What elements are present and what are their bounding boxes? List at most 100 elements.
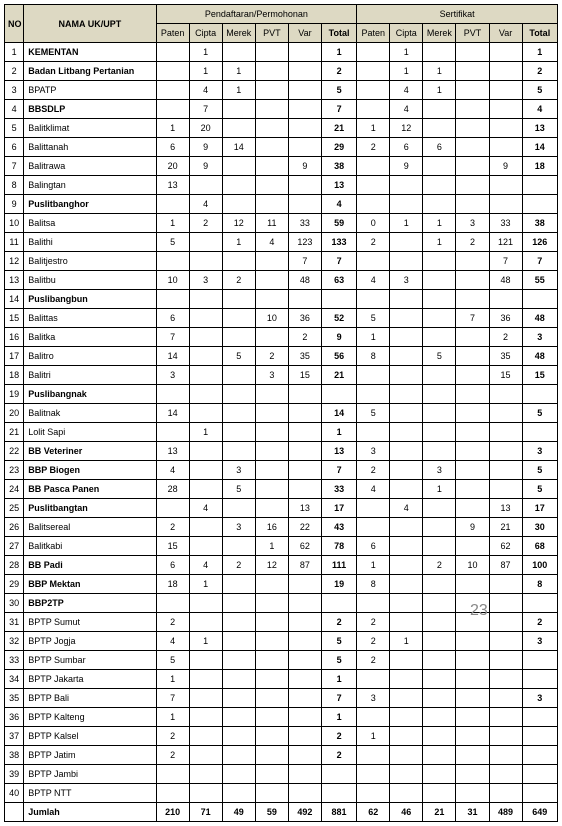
cell-value: 14 bbox=[222, 138, 255, 157]
cell-value bbox=[222, 119, 255, 138]
table-row: 23BBP Biogen437235 bbox=[5, 461, 558, 480]
cell-value: 123 bbox=[288, 233, 321, 252]
cell-value: 2 bbox=[456, 233, 489, 252]
cell-value: 1 bbox=[189, 575, 222, 594]
cell-value: 7 bbox=[522, 252, 557, 271]
cell-value bbox=[489, 100, 522, 119]
cell-value bbox=[357, 100, 390, 119]
cell-value bbox=[456, 43, 489, 62]
cell-value bbox=[423, 632, 456, 651]
cell-value bbox=[489, 651, 522, 670]
cell-value bbox=[489, 746, 522, 765]
cell-value bbox=[489, 423, 522, 442]
cell-value bbox=[489, 765, 522, 784]
table-row: 21Lolit Sapi11 bbox=[5, 423, 558, 442]
cell-name: BPTP Jogja bbox=[24, 632, 156, 651]
cell-value: 18 bbox=[156, 575, 189, 594]
cell-value bbox=[288, 480, 321, 499]
cell-value: 5 bbox=[522, 81, 557, 100]
cell-no: 20 bbox=[5, 404, 24, 423]
cell-value: 3 bbox=[255, 366, 288, 385]
subheader: Cipta bbox=[390, 24, 423, 43]
cell-value bbox=[189, 746, 222, 765]
table-row: 14Puslibangbun bbox=[5, 290, 558, 309]
cell-value: 2 bbox=[255, 347, 288, 366]
cell-value bbox=[189, 651, 222, 670]
cell-value: 7 bbox=[288, 252, 321, 271]
cell-value bbox=[156, 594, 189, 613]
cell-value: 19 bbox=[321, 575, 356, 594]
cell-name: Puslibangnak bbox=[24, 385, 156, 404]
cell-value: 14 bbox=[522, 138, 557, 157]
cell-value bbox=[189, 404, 222, 423]
cell-value: 6 bbox=[156, 556, 189, 575]
cell-value bbox=[255, 708, 288, 727]
cell-value: 15 bbox=[288, 366, 321, 385]
cell-value bbox=[255, 651, 288, 670]
cell-value: 17 bbox=[522, 499, 557, 518]
cell-value: 133 bbox=[321, 233, 356, 252]
cell-value: 10 bbox=[156, 271, 189, 290]
table-row: 16Balitka729123 bbox=[5, 328, 558, 347]
cell-value bbox=[456, 575, 489, 594]
cell-value: 9 bbox=[288, 157, 321, 176]
cell-no: 10 bbox=[5, 214, 24, 233]
table-row: 1KEMENTAN1111 bbox=[5, 43, 558, 62]
cell-value bbox=[489, 727, 522, 746]
subheader: Cipta bbox=[189, 24, 222, 43]
cell-value: 15 bbox=[156, 537, 189, 556]
cell-value bbox=[456, 271, 489, 290]
cell-value: 3 bbox=[189, 271, 222, 290]
cell-value bbox=[222, 746, 255, 765]
cell-value bbox=[255, 119, 288, 138]
cell-value bbox=[255, 100, 288, 119]
cell-no: 29 bbox=[5, 575, 24, 594]
subheader: Var bbox=[288, 24, 321, 43]
cell-value bbox=[288, 404, 321, 423]
cell-value: 22 bbox=[288, 518, 321, 537]
cell-value: 7 bbox=[156, 689, 189, 708]
cell-value: 5 bbox=[321, 632, 356, 651]
cell-value: 1 bbox=[423, 214, 456, 233]
cell-value: 2 bbox=[156, 746, 189, 765]
cell-no: 30 bbox=[5, 594, 24, 613]
cell-value bbox=[456, 708, 489, 727]
cell-value bbox=[423, 252, 456, 271]
cell-no: 34 bbox=[5, 670, 24, 689]
cell-value: 4 bbox=[189, 499, 222, 518]
cell-value bbox=[456, 328, 489, 347]
cell-value: 30 bbox=[522, 518, 557, 537]
table-row: 26Balitsereal2316224392130 bbox=[5, 518, 558, 537]
table-row: 27Balitkabi151627866268 bbox=[5, 537, 558, 556]
cell-value: 36 bbox=[288, 309, 321, 328]
cell-value bbox=[423, 518, 456, 537]
cell-value: 21 bbox=[423, 803, 456, 822]
cell-value bbox=[489, 43, 522, 62]
cell-value bbox=[255, 423, 288, 442]
cell-value: 2 bbox=[423, 556, 456, 575]
cell-value bbox=[189, 461, 222, 480]
header-group2: Sertifikat bbox=[357, 5, 558, 24]
cell-value bbox=[357, 423, 390, 442]
cell-value bbox=[456, 385, 489, 404]
cell-value bbox=[456, 366, 489, 385]
cell-name: BBP Mektan bbox=[24, 575, 156, 594]
cell-value bbox=[255, 157, 288, 176]
cell-name: BPTP Bali bbox=[24, 689, 156, 708]
cell-value bbox=[156, 81, 189, 100]
cell-value: 5 bbox=[423, 347, 456, 366]
cell-value: 2 bbox=[357, 651, 390, 670]
cell-value bbox=[522, 423, 557, 442]
cell-value bbox=[456, 81, 489, 100]
cell-value bbox=[522, 784, 557, 803]
cell-value bbox=[321, 765, 356, 784]
cell-value bbox=[189, 689, 222, 708]
cell-value bbox=[189, 613, 222, 632]
cell-value bbox=[255, 138, 288, 157]
cell-value bbox=[489, 385, 522, 404]
cell-value bbox=[390, 461, 423, 480]
cell-value: 3 bbox=[423, 461, 456, 480]
cell-value bbox=[189, 765, 222, 784]
cell-value: 1 bbox=[255, 537, 288, 556]
data-table: NO NAMA UK/UPT Pendaftaran/Permohonan Se… bbox=[4, 4, 558, 822]
